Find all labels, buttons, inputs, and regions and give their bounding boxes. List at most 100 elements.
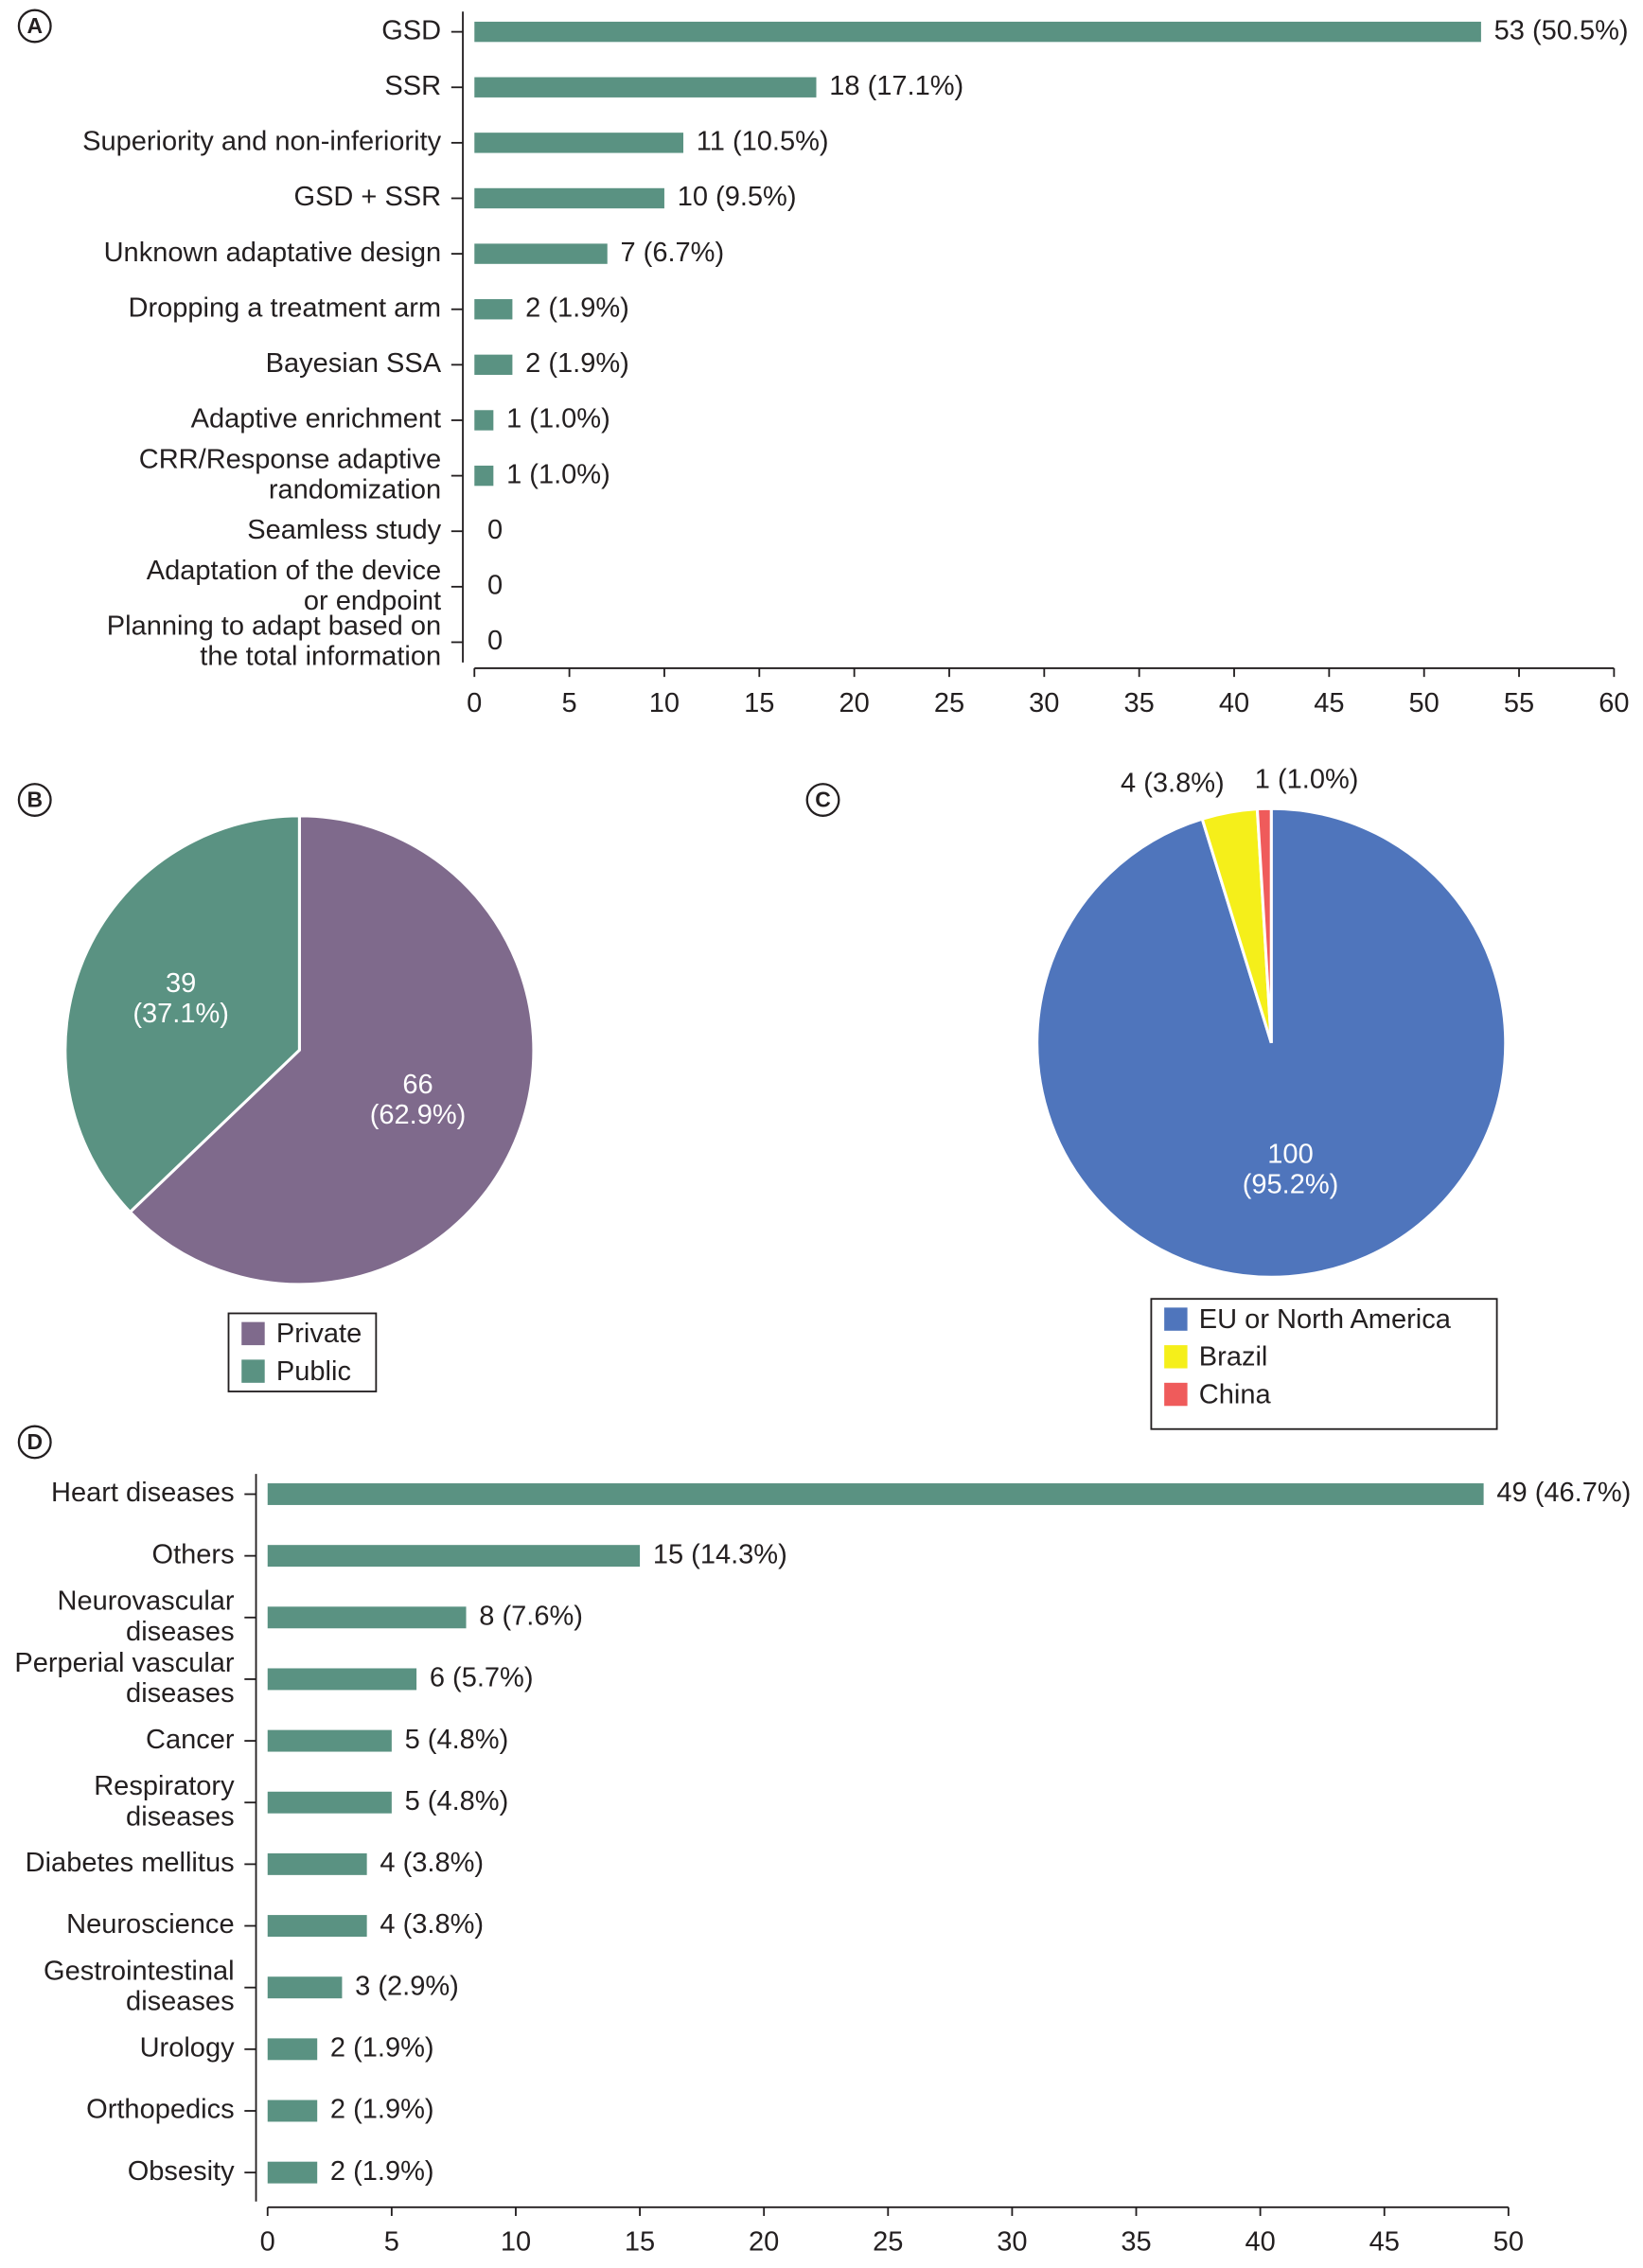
panel-letter: A [26, 13, 43, 38]
bar [267, 1729, 392, 1752]
bar [474, 299, 513, 320]
slice-label: 1 (1.0%) [1255, 764, 1359, 794]
value-label: 4 (3.8%) [380, 1848, 484, 1878]
panel-badge [17, 783, 52, 817]
value-label: 2 (1.9%) [330, 2095, 434, 2125]
value-label: 5 (4.8%) [405, 1786, 509, 1816]
bar [474, 187, 664, 209]
bar [474, 243, 608, 264]
x-tick-label: 45 [1369, 2227, 1400, 2258]
category-label: Bayesian SSA [266, 348, 442, 379]
x-tick-label: 50 [1409, 688, 1440, 718]
panel-letter: C [815, 788, 831, 812]
bar [267, 1606, 467, 1629]
pie-slice [128, 814, 536, 1286]
legend-swatch [241, 1359, 265, 1383]
value-label: 8 (7.6%) [479, 1601, 583, 1631]
bar [267, 2161, 318, 2184]
bar [474, 354, 513, 376]
panel-badge [805, 783, 840, 817]
bar [474, 410, 494, 431]
bar [267, 1976, 343, 1999]
x-tick-label: 45 [1314, 688, 1344, 718]
value-label: 1 (1.0%) [506, 404, 610, 434]
slice-label: 100 (95.2%) [1243, 1139, 1339, 1199]
category-label: Respiratory diseases [94, 1771, 235, 1832]
bar [267, 2100, 318, 2122]
x-tick-label: 15 [625, 2227, 655, 2258]
legend-swatch [1164, 1307, 1188, 1331]
x-tick-label: 20 [749, 2227, 779, 2258]
bar [267, 1791, 392, 1814]
value-label: 18 (17.1%) [829, 71, 963, 101]
value-label: 49 (46.7%) [1496, 1478, 1631, 1508]
panel-badge [17, 1425, 52, 1460]
value-label: 11 (10.5%) [697, 127, 829, 157]
category-label: Seamless study [247, 515, 441, 545]
legend-label: EU or North America [1199, 1304, 1452, 1335]
legend-label: Brazil [1199, 1342, 1268, 1373]
bar [474, 77, 817, 97]
category-label: Unknown adaptative design [104, 238, 441, 268]
category-label: SSR [384, 71, 441, 101]
x-tick-label: 55 [1504, 688, 1534, 718]
bar [267, 1483, 1484, 1505]
value-label: 6 (5.7%) [430, 1663, 534, 1693]
x-tick-label: 35 [1121, 2227, 1151, 2258]
value-label: 15 (14.3%) [653, 1539, 787, 1569]
value-label: 0 [487, 626, 503, 656]
x-tick-label: 5 [384, 2227, 399, 2258]
x-tick-label: 5 [562, 688, 577, 718]
category-label: Planning to adapt based on the total info… [107, 611, 441, 671]
x-tick-label: 10 [501, 2227, 531, 2258]
category-label: GSD [381, 15, 441, 45]
category-label: Perperial vascular diseases [14, 1648, 235, 1709]
bar [267, 2038, 318, 2061]
slice-label: 39 (37.1%) [132, 967, 229, 1028]
bar [267, 1545, 641, 1568]
value-label: 53 (50.5%) [1494, 15, 1629, 45]
x-tick-label: 15 [744, 688, 774, 718]
category-label: Diabetes mellitus [26, 1848, 235, 1878]
category-label: Adaptation of the device or endpoint [147, 555, 441, 615]
x-tick-label: 20 [839, 688, 869, 718]
x-tick-label: 0 [467, 688, 482, 718]
pie-slice [1255, 806, 1273, 1043]
value-label: 2 (1.9%) [525, 348, 629, 379]
category-label: GSD + SSR [294, 182, 442, 212]
panel-badge [17, 9, 52, 44]
x-tick-label: 25 [934, 688, 964, 718]
category-label: CRR/Response adaptive randomization [139, 444, 441, 505]
x-tick-label: 30 [1029, 688, 1059, 718]
x-tick-label: 40 [1219, 688, 1249, 718]
value-label: 4 (3.8%) [380, 1909, 484, 1940]
value-label: 7 (6.7%) [620, 238, 724, 268]
value-label: 10 (9.5%) [678, 182, 797, 212]
bar [267, 1668, 417, 1691]
slice-label: 4 (3.8%) [1121, 769, 1225, 799]
panel-letter: D [26, 1429, 43, 1454]
bar [267, 1915, 367, 1938]
category-label: Urology [140, 2033, 235, 2064]
category-label: Superiority and non-inferiority [82, 127, 441, 157]
category-label: Cancer [146, 1725, 235, 1755]
legend-swatch [1164, 1382, 1188, 1407]
legend-label: China [1199, 1379, 1272, 1409]
pie-slice [63, 814, 301, 1214]
bar [474, 133, 684, 153]
value-label: 2 (1.9%) [330, 2033, 434, 2064]
category-label: Neurovascular diseases [58, 1586, 235, 1646]
x-tick-label: 40 [1245, 2227, 1275, 2258]
legend-box [1150, 1298, 1498, 1430]
x-tick-label: 60 [1599, 688, 1629, 718]
category-label: Adaptive enrichment [191, 404, 442, 434]
category-label: Heart diseases [51, 1478, 235, 1508]
x-tick-label: 25 [873, 2227, 903, 2258]
legend-label: Public [276, 1356, 351, 1387]
panel-letter: B [26, 788, 43, 812]
x-tick-label: 35 [1124, 688, 1155, 718]
x-tick-label: 30 [997, 2227, 1027, 2258]
category-label: Dropping a treatment arm [129, 292, 442, 323]
bar [474, 465, 494, 487]
